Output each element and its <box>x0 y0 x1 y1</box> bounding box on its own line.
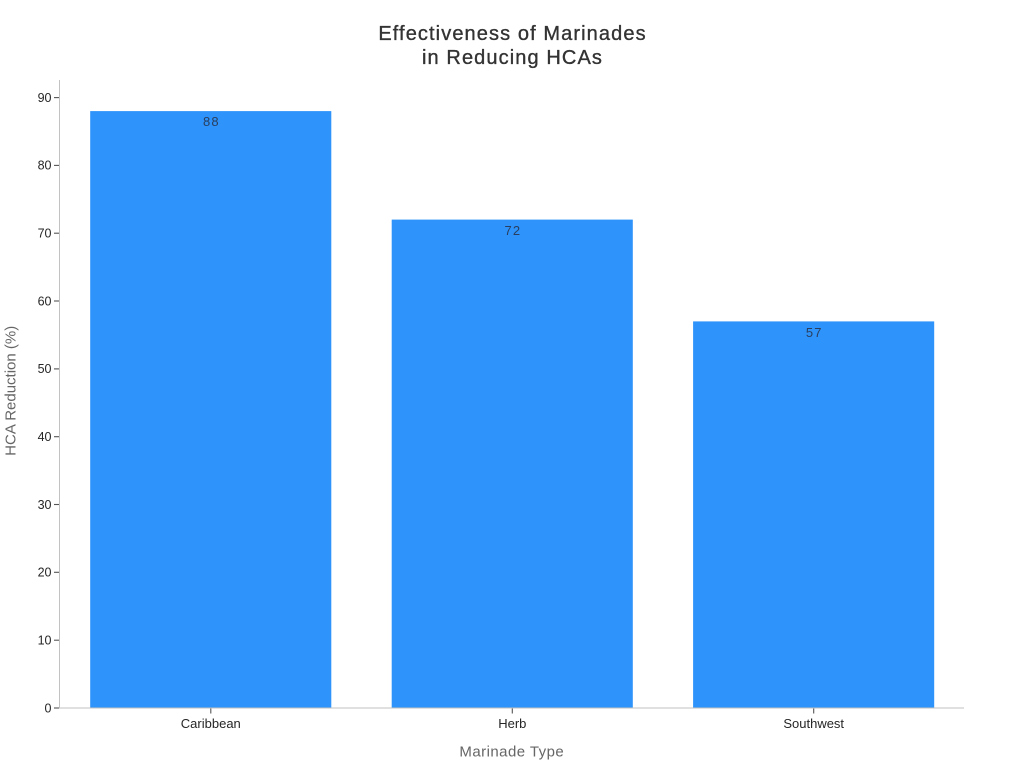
svg-text:80: 80 <box>38 159 52 173</box>
svg-text:Southwest: Southwest <box>783 716 844 731</box>
svg-text:HCA Reduction (%): HCA Reduction (%) <box>2 326 19 456</box>
svg-text:88: 88 <box>203 114 220 129</box>
svg-text:10: 10 <box>38 634 52 648</box>
svg-text:Herb: Herb <box>498 716 526 731</box>
svg-text:70: 70 <box>38 227 52 241</box>
svg-text:30: 30 <box>38 498 52 512</box>
svg-text:20: 20 <box>38 566 52 580</box>
svg-text:in Reducing HCAs: in Reducing HCAs <box>422 47 603 69</box>
svg-text:72: 72 <box>504 223 521 238</box>
svg-text:50: 50 <box>38 362 52 376</box>
svg-text:0: 0 <box>45 701 52 715</box>
svg-text:57: 57 <box>806 325 823 340</box>
svg-text:Effectiveness of Marinades: Effectiveness of Marinades <box>378 23 646 45</box>
svg-text:Caribbean: Caribbean <box>181 716 241 731</box>
svg-text:90: 90 <box>38 91 52 105</box>
svg-text:40: 40 <box>38 430 52 444</box>
svg-text:60: 60 <box>38 294 52 308</box>
svg-text:Marinade Type: Marinade Type <box>459 743 564 760</box>
